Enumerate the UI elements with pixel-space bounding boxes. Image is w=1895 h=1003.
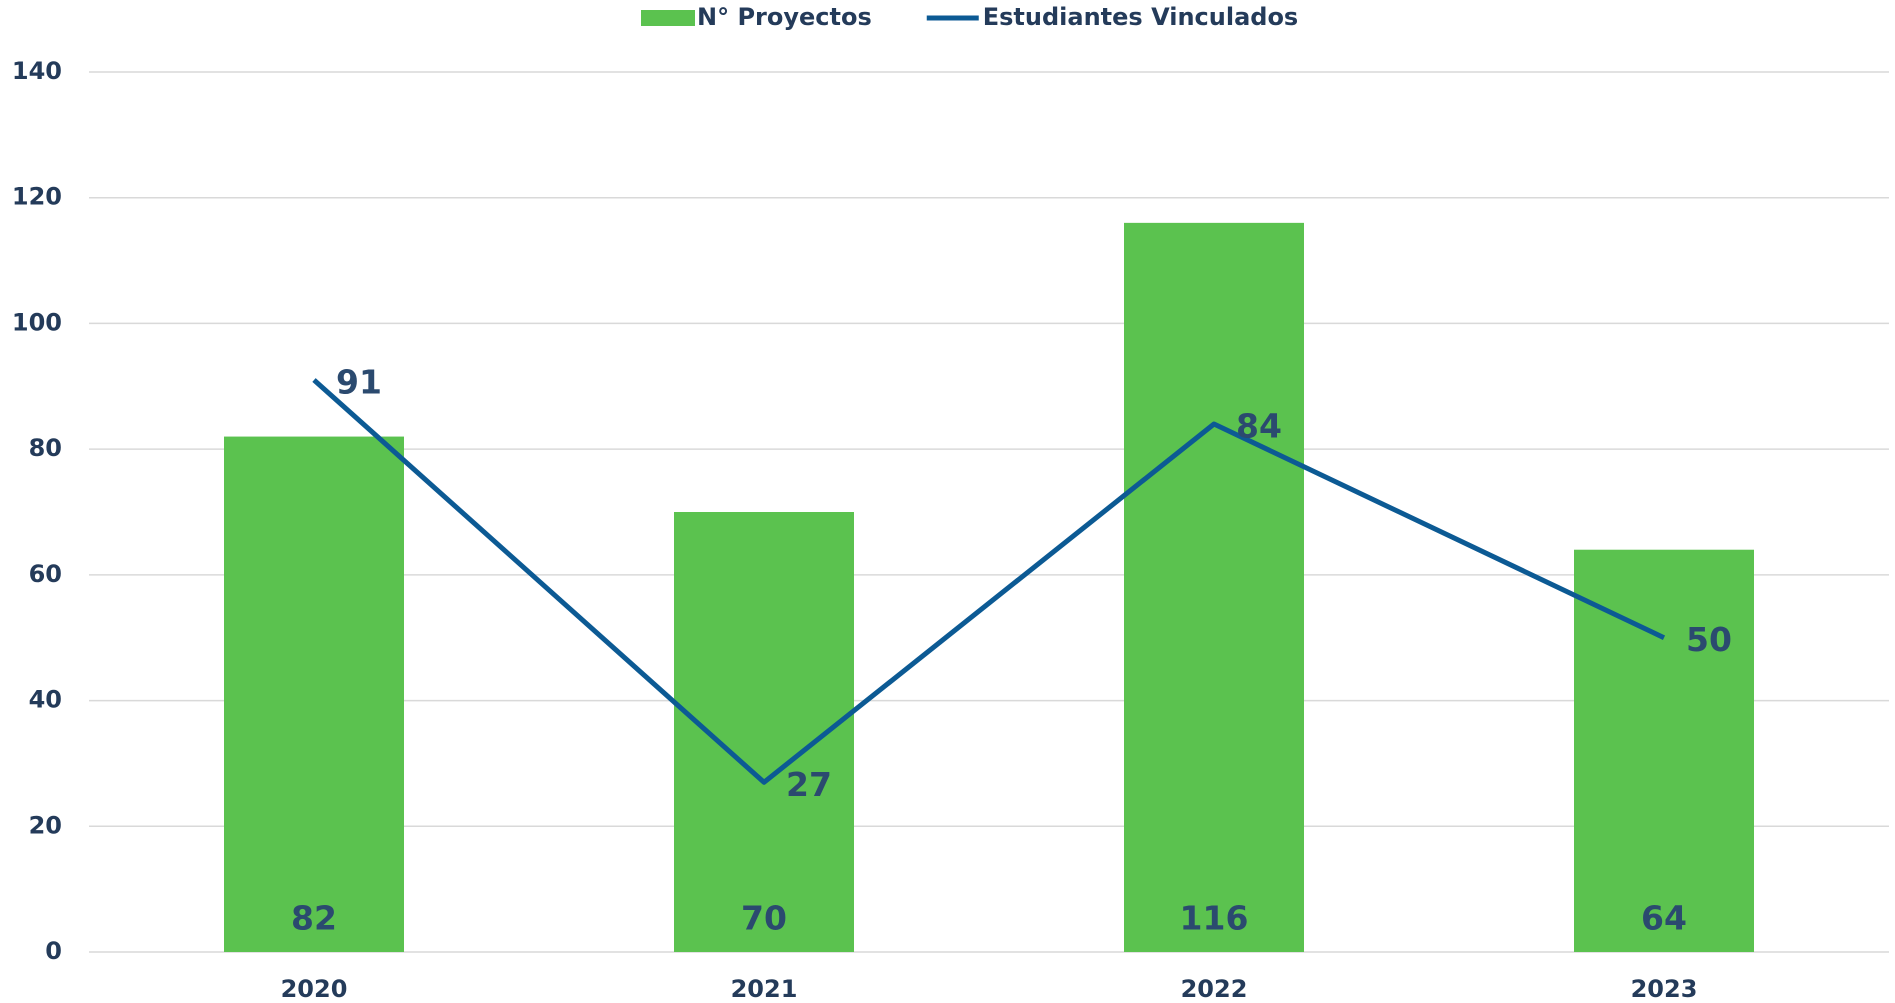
y-tick-label: 80 bbox=[29, 434, 62, 462]
line-value-label: 50 bbox=[1686, 620, 1732, 659]
y-tick-label: 100 bbox=[12, 308, 62, 336]
bar-value-label: 70 bbox=[741, 899, 787, 938]
bar-value-label: 82 bbox=[291, 899, 337, 938]
line-value-label: 91 bbox=[336, 363, 382, 402]
y-tick-label: 20 bbox=[29, 811, 62, 839]
bar bbox=[1574, 549, 1754, 952]
y-tick-label: 60 bbox=[29, 560, 62, 588]
y-tick-label: 120 bbox=[12, 183, 62, 211]
bar bbox=[1124, 222, 1304, 952]
y-tick-label: 40 bbox=[29, 686, 62, 714]
y-tick-label: 0 bbox=[45, 937, 62, 965]
line-value-label: 27 bbox=[786, 765, 832, 804]
bar bbox=[224, 436, 404, 953]
bar-value-label: 64 bbox=[1641, 899, 1687, 938]
x-tick-label: 2021 bbox=[731, 975, 798, 1003]
x-tick-label: 2023 bbox=[1631, 975, 1698, 1003]
legend-swatch bbox=[641, 10, 695, 26]
bar-value-label: 116 bbox=[1180, 899, 1249, 938]
legend-label: Estudiantes Vinculados bbox=[983, 3, 1298, 31]
y-tick-label: 140 bbox=[12, 57, 62, 85]
line-value-label: 84 bbox=[1236, 407, 1282, 446]
x-tick-label: 2020 bbox=[281, 975, 348, 1003]
x-tick-label: 2022 bbox=[1181, 975, 1248, 1003]
legend-label: N° Proyectos bbox=[697, 3, 872, 31]
line bbox=[312, 378, 1666, 785]
